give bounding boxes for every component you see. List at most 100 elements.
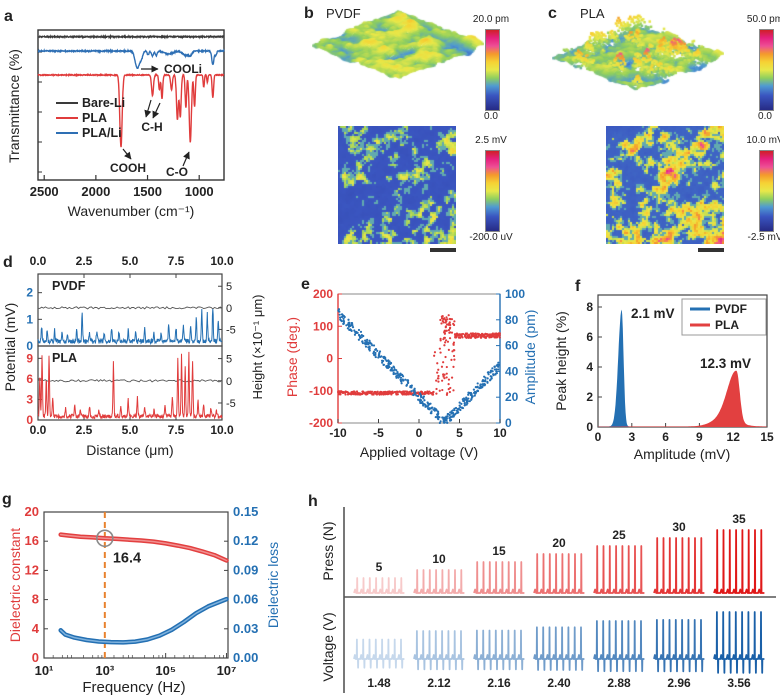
e-amplitude-point bbox=[493, 365, 496, 368]
f-pvdf-annotation: 2.1 mV bbox=[631, 306, 675, 321]
e-amplitude-point bbox=[415, 394, 418, 397]
e-phase-point bbox=[445, 376, 448, 379]
f-peak-pla bbox=[598, 370, 767, 427]
e-amplitude-point bbox=[431, 406, 434, 409]
e-phase-point bbox=[448, 326, 452, 329]
e-phase-point bbox=[457, 334, 460, 337]
e-amplitude-point bbox=[421, 402, 425, 405]
e-phase-point bbox=[445, 323, 449, 326]
e-amplitude-point bbox=[449, 415, 453, 419]
panel-a-ftir: 2500 2000 1500 1000 Bare-Li PLA PLA/Li COOLi C-H… bbox=[0, 0, 272, 250]
e-amplitude-point bbox=[338, 313, 341, 316]
f-y-tick-label: 8 bbox=[586, 300, 593, 314]
f-y-tick-label: 2 bbox=[586, 390, 593, 404]
a-x-tick-label: 1000 bbox=[185, 184, 214, 199]
g-left-tick-label: 12 bbox=[25, 562, 39, 577]
e-amplitude-point bbox=[418, 392, 422, 395]
d-y-tick-label: 6 bbox=[26, 372, 33, 386]
f-x-tick-label: 12 bbox=[727, 430, 741, 444]
e-phase-point bbox=[449, 318, 452, 321]
h-voltage-value-label: 2.40 bbox=[547, 676, 571, 690]
d-top-x-tick-label: 5.0 bbox=[122, 254, 139, 268]
e-amplitude-point bbox=[483, 375, 486, 378]
c-scale-bar bbox=[698, 248, 724, 252]
e-amplitude-point bbox=[348, 323, 351, 326]
h-press-train bbox=[593, 545, 645, 594]
g-x-tick-label: 10³ bbox=[95, 663, 114, 678]
h-press-value-label: 30 bbox=[672, 520, 686, 534]
d-right-tick-label: 5 bbox=[226, 354, 232, 366]
h-voltage-train bbox=[713, 611, 765, 674]
h-press-value-label: 15 bbox=[492, 544, 506, 558]
c-bottom-colorbar-max: 10.0 mV bbox=[746, 135, 780, 146]
e-amplitude-point bbox=[409, 386, 412, 389]
e-amplitude-point bbox=[493, 368, 496, 371]
e-right-axis-label: Amplitude (pm) bbox=[522, 309, 538, 405]
h-voltage-train bbox=[653, 619, 705, 673]
f-y-tick-label: 4 bbox=[586, 360, 593, 374]
e-phase-point bbox=[444, 325, 447, 328]
e-amplitude-point bbox=[466, 402, 469, 405]
e-amplitude-point bbox=[460, 406, 464, 409]
e-phase-point bbox=[352, 390, 356, 393]
e-amplitude-point bbox=[458, 401, 461, 404]
e-amplitude-point bbox=[436, 415, 439, 418]
f-y-tick-label: 6 bbox=[586, 330, 593, 344]
h-voltage-value-label: 3.56 bbox=[727, 676, 751, 690]
e-left-tick-label: 200 bbox=[313, 287, 333, 301]
e-amplitude-point bbox=[463, 398, 466, 401]
e-amplitude-point bbox=[367, 341, 370, 344]
potential-profile-chart: 0.0 0.0 2.5 2.5 5.0 5.0 7.5 7.5 10.0 10.0 0 1 2 5 0 -5 P… bbox=[26, 254, 236, 437]
e-amplitude-point bbox=[434, 415, 437, 419]
e-amplitude-point bbox=[350, 322, 353, 325]
e-phase-point bbox=[447, 383, 450, 386]
d-top-x-tick-label: 2.5 bbox=[76, 254, 93, 268]
e-amplitude-point bbox=[428, 402, 431, 406]
e-phase-point bbox=[436, 362, 439, 365]
d-height-trace bbox=[37, 306, 223, 310]
spectrum-pla bbox=[37, 72, 225, 148]
e-amplitude-point bbox=[445, 419, 448, 422]
e-phase-point bbox=[442, 338, 445, 341]
e-phase-point bbox=[470, 334, 473, 337]
e-phase-point bbox=[452, 365, 455, 368]
e-amplitude-point bbox=[457, 407, 461, 410]
e-amplitude-point bbox=[399, 376, 403, 379]
h-voltage-value-label: 2.12 bbox=[427, 676, 451, 690]
e-amplitude-point bbox=[462, 399, 466, 403]
e-amplitude-point bbox=[372, 352, 375, 355]
e-phase-point bbox=[433, 351, 437, 354]
e-amplitude-point bbox=[373, 354, 376, 357]
e-left-tick-label: -200 bbox=[309, 416, 333, 430]
spectrum-bare-li bbox=[38, 33, 225, 40]
e-amplitude-point bbox=[423, 399, 426, 402]
e-phase-point bbox=[344, 393, 347, 396]
f-y-tick-label: 0 bbox=[586, 420, 593, 434]
e-phase-point bbox=[364, 392, 367, 395]
e-phase-point bbox=[355, 390, 359, 393]
e-amplitude-point bbox=[361, 342, 365, 345]
e-amplitude-point bbox=[343, 315, 346, 319]
e-phase-point bbox=[467, 336, 471, 339]
h-press-value-label: 10 bbox=[432, 552, 446, 566]
h-voltage-value-label: 2.16 bbox=[487, 676, 511, 690]
e-frame bbox=[337, 293, 501, 424]
e-amplitude-point bbox=[351, 326, 355, 329]
dielectric-chart: 10¹ 10³ 10⁵ 10⁷ 0 4 8 12 16 20 0.00 0.03 0.06 0.09 0.1… bbox=[25, 504, 259, 678]
e-amplitude-point bbox=[341, 313, 344, 316]
e-phase-point bbox=[435, 392, 438, 395]
e-amplitude-point bbox=[450, 411, 453, 414]
b-scale-bar bbox=[430, 248, 456, 252]
e-amplitude-point bbox=[429, 407, 432, 410]
panel-d-kpfm-profiles: 0.0 0.0 2.5 2.5 5.0 5.0 7.5 7.5 10.0 10.0 0 1 2 5 0 -5 P… bbox=[0, 252, 272, 464]
e-phase-point bbox=[446, 340, 450, 343]
e-amplitude-point bbox=[463, 403, 467, 407]
e-amplitude-point bbox=[495, 370, 498, 373]
e-amplitude-point bbox=[412, 389, 415, 392]
d-right-tick-label: -5 bbox=[226, 398, 236, 410]
e-amplitude-point bbox=[476, 389, 479, 393]
g-x-axis-label: Frequency (Hz) bbox=[82, 679, 186, 696]
e-amplitude-point bbox=[393, 368, 396, 371]
e-amplitude-point bbox=[420, 399, 423, 402]
